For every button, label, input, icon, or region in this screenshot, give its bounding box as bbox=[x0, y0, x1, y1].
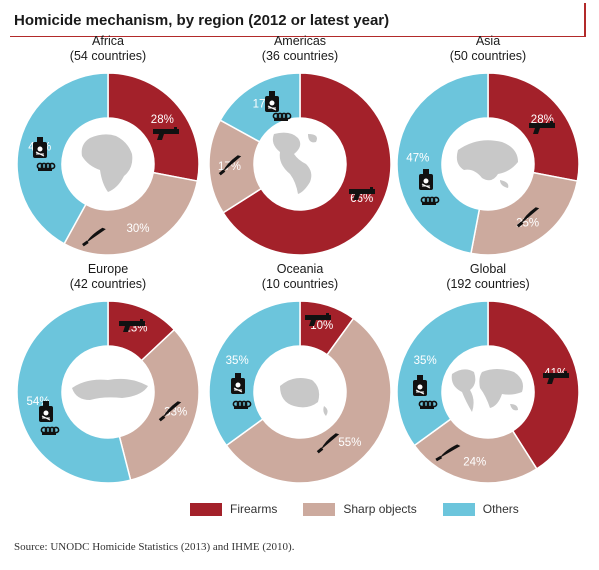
panel-title-asia: Asia (50 countries) bbox=[388, 34, 588, 64]
region-count-oceania: (10 countries) bbox=[261, 277, 339, 291]
poison-bottle-icon bbox=[39, 401, 53, 422]
knife-icon bbox=[316, 433, 340, 454]
poison-bottle-icon bbox=[413, 375, 427, 396]
legend-swatch-sharp-objects bbox=[303, 502, 336, 516]
brass-knuckles-icon bbox=[418, 400, 438, 409]
legend-item-others: Others bbox=[442, 502, 519, 516]
slice-europe-others bbox=[16, 300, 132, 484]
chart-title: Homicide mechanism, by region (2012 or l… bbox=[14, 12, 390, 29]
slice-americas-firearms bbox=[222, 72, 392, 256]
gun-icon bbox=[153, 127, 179, 140]
knife-icon bbox=[82, 227, 106, 247]
brass-knuckles-icon bbox=[232, 400, 252, 409]
gun-icon bbox=[349, 187, 375, 200]
value-label-world-2: 35% bbox=[414, 355, 437, 367]
value-label-africa-1: 30% bbox=[127, 223, 150, 235]
slice-africa-firearms bbox=[107, 72, 200, 182]
region-name-world: Global bbox=[469, 262, 507, 276]
slice-asia-others bbox=[396, 72, 489, 255]
panel-title-americas: Americas (36 countries) bbox=[200, 34, 400, 64]
gun-icon bbox=[529, 121, 555, 134]
value-label-asia-1: 25% bbox=[516, 217, 539, 229]
brass-knuckles-icon bbox=[36, 162, 56, 171]
panel-title-world: Global (192 countries) bbox=[388, 262, 588, 292]
region-name-americas: Americas bbox=[273, 34, 327, 48]
region-name-oceania: Oceania bbox=[276, 262, 324, 276]
gun-icon bbox=[119, 319, 145, 332]
brass-knuckles-icon bbox=[272, 112, 292, 121]
region-count-asia: (50 countries) bbox=[449, 49, 527, 63]
value-label-africa-0: 28% bbox=[151, 114, 174, 126]
map-africa bbox=[81, 134, 133, 192]
map-world bbox=[451, 369, 523, 412]
map-asia bbox=[456, 140, 518, 188]
slice-asia-sharp-objects bbox=[470, 171, 579, 256]
region-count-americas: (36 countries) bbox=[261, 49, 339, 63]
value-label-oceania-0: 10% bbox=[310, 320, 333, 332]
poison-bottle-icon bbox=[231, 373, 245, 394]
legend-item-sharp-objects: Sharp objects bbox=[303, 502, 417, 516]
title-accent bbox=[584, 3, 586, 37]
legend-item-firearms: Firearms bbox=[190, 502, 277, 516]
value-label-oceania-1: 55% bbox=[338, 437, 361, 449]
region-count-europe: (42 countries) bbox=[69, 277, 147, 291]
poison-bottle-icon bbox=[33, 137, 47, 158]
region-name-africa: Africa bbox=[92, 34, 124, 48]
slice-world-others bbox=[396, 300, 489, 447]
value-label-asia-2: 47% bbox=[406, 152, 429, 164]
value-label-world-1: 24% bbox=[463, 456, 486, 468]
legend-swatch-firearms bbox=[190, 502, 222, 516]
poison-bottle-icon bbox=[265, 91, 279, 112]
slice-oceania-others bbox=[208, 300, 301, 447]
slice-africa-others bbox=[16, 72, 109, 245]
knife-icon bbox=[158, 401, 182, 422]
region-count-world: (192 countries) bbox=[446, 277, 530, 291]
brass-knuckles-icon bbox=[420, 196, 440, 205]
legend-label-firearms: Firearms bbox=[230, 502, 278, 516]
slice-europe-sharp-objects bbox=[118, 328, 200, 482]
poison-bottle-icon bbox=[419, 169, 433, 190]
legend-label-others: Others bbox=[482, 502, 519, 516]
knife-icon bbox=[218, 155, 242, 176]
donut-charts-svg: 28%30%42%66%17%17%28%25%47%13%33%54%10%5… bbox=[16, 72, 580, 484]
map-americas bbox=[272, 132, 317, 194]
donut-panels: 28%30%42%66%17%17%28%25%47%13%33%54%10%5… bbox=[8, 34, 588, 484]
region-name-asia: Asia bbox=[475, 34, 501, 48]
legend: Firearms Sharp objects Others bbox=[190, 502, 519, 516]
slice-world-firearms bbox=[487, 300, 580, 470]
panel-title-africa: Africa (54 countries) bbox=[8, 34, 208, 64]
panel-title-europe: Europe (42 countries) bbox=[8, 262, 208, 292]
gun-icon bbox=[305, 313, 331, 326]
region-name-europe: Europe bbox=[87, 262, 129, 276]
gun-icon bbox=[543, 371, 569, 384]
map-europe bbox=[72, 378, 148, 400]
legend-label-sharp-objects: Sharp objects bbox=[343, 502, 417, 516]
brass-knuckles-icon bbox=[40, 426, 60, 435]
map-oceania bbox=[280, 378, 328, 416]
title-rule bbox=[10, 36, 586, 37]
panel-title-oceania: Oceania (10 countries) bbox=[200, 262, 400, 292]
knife-icon bbox=[516, 207, 540, 228]
source-note: Source: UNODC Homicide Statistics (2013)… bbox=[14, 541, 295, 553]
slice-oceania-sharp-objects bbox=[225, 317, 392, 484]
knife-icon bbox=[435, 444, 461, 462]
value-label-oceania-2: 35% bbox=[226, 355, 249, 367]
slice-americas-others bbox=[219, 72, 301, 143]
slice-world-sharp-objects bbox=[413, 417, 538, 484]
region-count-africa: (54 countries) bbox=[69, 49, 147, 63]
legend-swatch-others bbox=[442, 502, 475, 516]
